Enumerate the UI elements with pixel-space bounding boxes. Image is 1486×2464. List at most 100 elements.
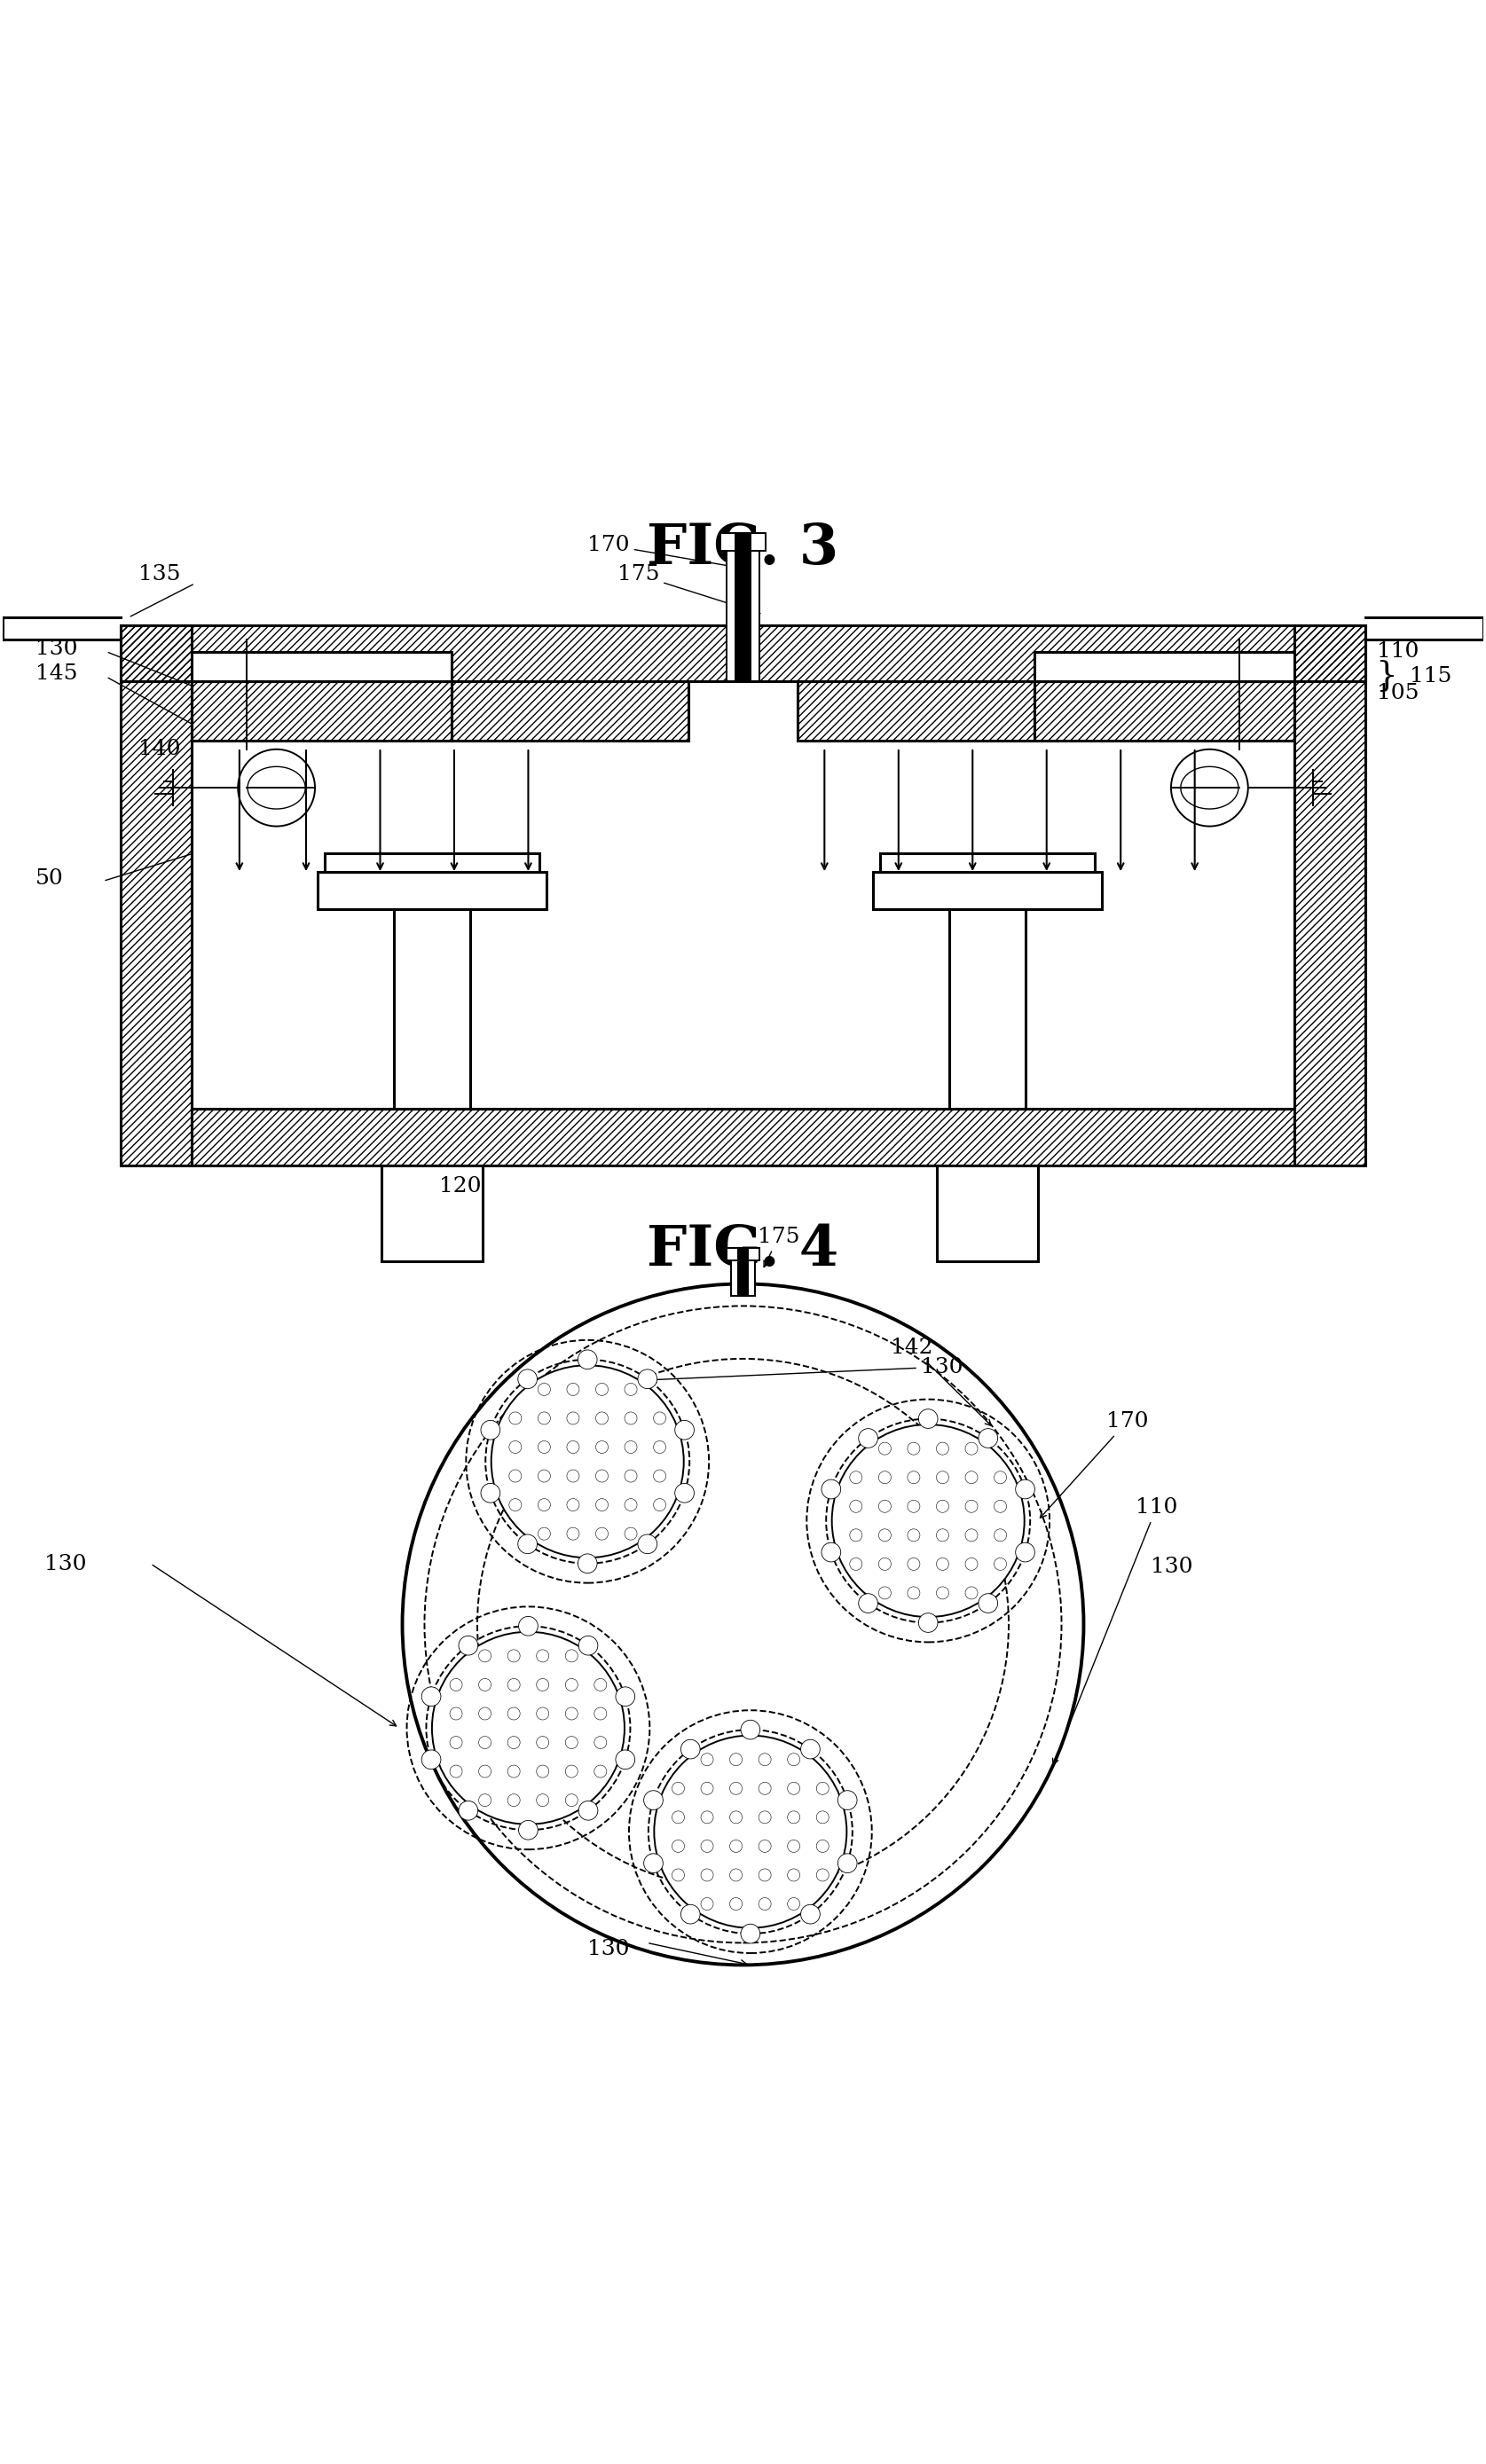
Circle shape bbox=[510, 1412, 522, 1424]
Text: 130: 130 bbox=[651, 1358, 963, 1382]
Circle shape bbox=[654, 1498, 666, 1510]
Text: FIG. 3: FIG. 3 bbox=[646, 522, 840, 577]
Circle shape bbox=[654, 1412, 666, 1424]
Circle shape bbox=[566, 1469, 580, 1483]
Circle shape bbox=[566, 1498, 580, 1510]
Circle shape bbox=[701, 1841, 713, 1853]
Circle shape bbox=[742, 1720, 759, 1740]
Circle shape bbox=[936, 1587, 948, 1599]
Circle shape bbox=[701, 1897, 713, 1910]
Circle shape bbox=[788, 1781, 799, 1794]
Circle shape bbox=[730, 1781, 742, 1794]
Circle shape bbox=[936, 1441, 948, 1454]
Circle shape bbox=[859, 1429, 878, 1449]
Circle shape bbox=[759, 1841, 771, 1853]
Circle shape bbox=[816, 1781, 829, 1794]
Circle shape bbox=[565, 1764, 578, 1777]
Circle shape bbox=[730, 1754, 742, 1767]
Circle shape bbox=[478, 1678, 492, 1690]
Circle shape bbox=[908, 1557, 920, 1570]
Circle shape bbox=[578, 1636, 597, 1656]
Circle shape bbox=[510, 1498, 522, 1510]
Circle shape bbox=[238, 749, 315, 825]
Circle shape bbox=[994, 1530, 1006, 1542]
Circle shape bbox=[822, 1478, 841, 1498]
Circle shape bbox=[624, 1528, 637, 1540]
Circle shape bbox=[596, 1469, 608, 1483]
Circle shape bbox=[508, 1764, 520, 1777]
Circle shape bbox=[681, 1905, 700, 1924]
Circle shape bbox=[701, 1811, 713, 1823]
Circle shape bbox=[615, 1688, 635, 1705]
Circle shape bbox=[624, 1412, 637, 1424]
Circle shape bbox=[519, 1535, 536, 1555]
Circle shape bbox=[978, 1594, 997, 1614]
Text: 130: 130 bbox=[1150, 1557, 1192, 1577]
Circle shape bbox=[594, 1708, 606, 1720]
Bar bbox=[324, 853, 539, 872]
Circle shape bbox=[654, 1469, 666, 1483]
Circle shape bbox=[450, 1764, 462, 1777]
Circle shape bbox=[565, 1708, 578, 1720]
Circle shape bbox=[759, 1754, 771, 1767]
Circle shape bbox=[759, 1897, 771, 1910]
Circle shape bbox=[672, 1781, 685, 1794]
Bar bbox=[798, 680, 1034, 739]
Circle shape bbox=[730, 1811, 742, 1823]
Bar bbox=[382, 1165, 483, 1262]
Circle shape bbox=[566, 1528, 580, 1540]
Circle shape bbox=[832, 1424, 1024, 1616]
Circle shape bbox=[936, 1530, 948, 1542]
Circle shape bbox=[566, 1412, 580, 1424]
Circle shape bbox=[536, 1794, 548, 1806]
Circle shape bbox=[481, 1419, 501, 1439]
Circle shape bbox=[816, 1811, 829, 1823]
Text: 130: 130 bbox=[36, 638, 77, 658]
Text: 110: 110 bbox=[1378, 641, 1419, 663]
Circle shape bbox=[566, 1382, 580, 1395]
Circle shape bbox=[508, 1794, 520, 1806]
Circle shape bbox=[594, 1764, 606, 1777]
Circle shape bbox=[637, 1370, 657, 1390]
Circle shape bbox=[672, 1841, 685, 1853]
Circle shape bbox=[459, 1801, 478, 1821]
Circle shape bbox=[654, 1441, 666, 1454]
Circle shape bbox=[594, 1678, 606, 1690]
Circle shape bbox=[966, 1441, 978, 1454]
Circle shape bbox=[624, 1498, 637, 1510]
Text: 142: 142 bbox=[892, 1338, 991, 1427]
Circle shape bbox=[859, 1594, 878, 1614]
Circle shape bbox=[878, 1471, 892, 1483]
Circle shape bbox=[908, 1530, 920, 1542]
Circle shape bbox=[643, 1853, 663, 1873]
Circle shape bbox=[508, 1708, 520, 1720]
Bar bbox=[880, 853, 1095, 872]
Bar bbox=[192, 1109, 1294, 1165]
Circle shape bbox=[422, 1688, 441, 1705]
Circle shape bbox=[624, 1382, 637, 1395]
Circle shape bbox=[908, 1441, 920, 1454]
Text: }: } bbox=[1376, 660, 1397, 692]
Circle shape bbox=[759, 1811, 771, 1823]
Circle shape bbox=[878, 1530, 892, 1542]
Text: 175: 175 bbox=[758, 1227, 799, 1266]
Circle shape bbox=[654, 1735, 847, 1927]
Circle shape bbox=[801, 1905, 820, 1924]
Circle shape bbox=[672, 1811, 685, 1823]
Circle shape bbox=[596, 1382, 608, 1395]
Circle shape bbox=[788, 1811, 799, 1823]
Circle shape bbox=[1015, 1478, 1034, 1498]
Circle shape bbox=[730, 1841, 742, 1853]
Bar bbox=[1034, 680, 1294, 739]
Circle shape bbox=[519, 1821, 538, 1841]
Circle shape bbox=[565, 1648, 578, 1663]
Circle shape bbox=[422, 1749, 441, 1769]
Circle shape bbox=[878, 1501, 892, 1513]
Circle shape bbox=[730, 1897, 742, 1910]
Circle shape bbox=[478, 1737, 492, 1749]
Circle shape bbox=[478, 1708, 492, 1720]
Circle shape bbox=[508, 1678, 520, 1690]
Circle shape bbox=[730, 1868, 742, 1880]
Circle shape bbox=[492, 1365, 684, 1557]
Circle shape bbox=[565, 1678, 578, 1690]
